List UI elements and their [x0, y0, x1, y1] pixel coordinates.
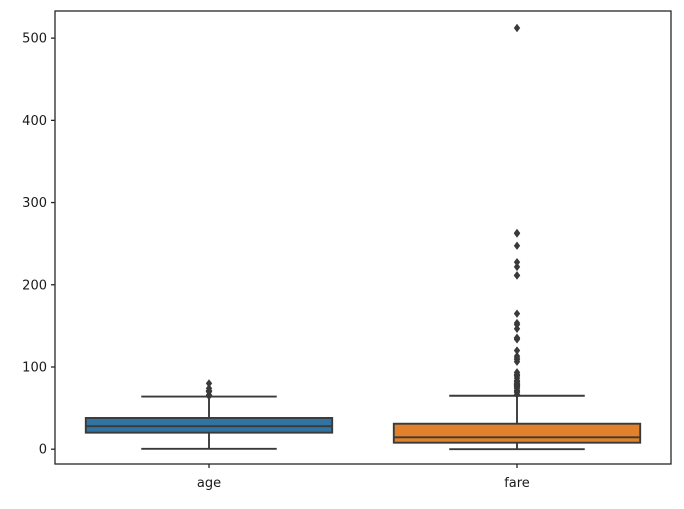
outlier-point: [513, 346, 521, 355]
y-tick-label: 400: [22, 114, 47, 129]
outlier-point: [513, 318, 521, 328]
x-tick-label: age: [197, 476, 221, 491]
y-tick-label: 0: [39, 443, 47, 458]
outlier-point: [513, 333, 521, 342]
outlier-point: [513, 351, 521, 361]
iqr-box: [392, 422, 642, 444]
outlier-point: [513, 309, 521, 318]
outlier-point: [513, 368, 521, 377]
outlier-point: [513, 257, 521, 267]
box-group-fare: [392, 23, 642, 451]
y-tick-label: 500: [22, 32, 47, 47]
box-group-age: [84, 379, 334, 450]
outlier-point: [513, 241, 521, 250]
outlier-point: [513, 271, 521, 280]
outlier-point: [205, 379, 213, 388]
x-tick-label: fare: [504, 476, 530, 491]
y-tick-label: 200: [22, 278, 47, 293]
outlier-point: [513, 262, 521, 272]
y-tick-label: 300: [22, 196, 47, 211]
outlier-point: [205, 384, 213, 393]
outlier-point: [513, 23, 521, 33]
outlier-point: [513, 228, 521, 238]
plot-border: [54, 10, 672, 465]
y-tick-label: 100: [22, 360, 47, 375]
